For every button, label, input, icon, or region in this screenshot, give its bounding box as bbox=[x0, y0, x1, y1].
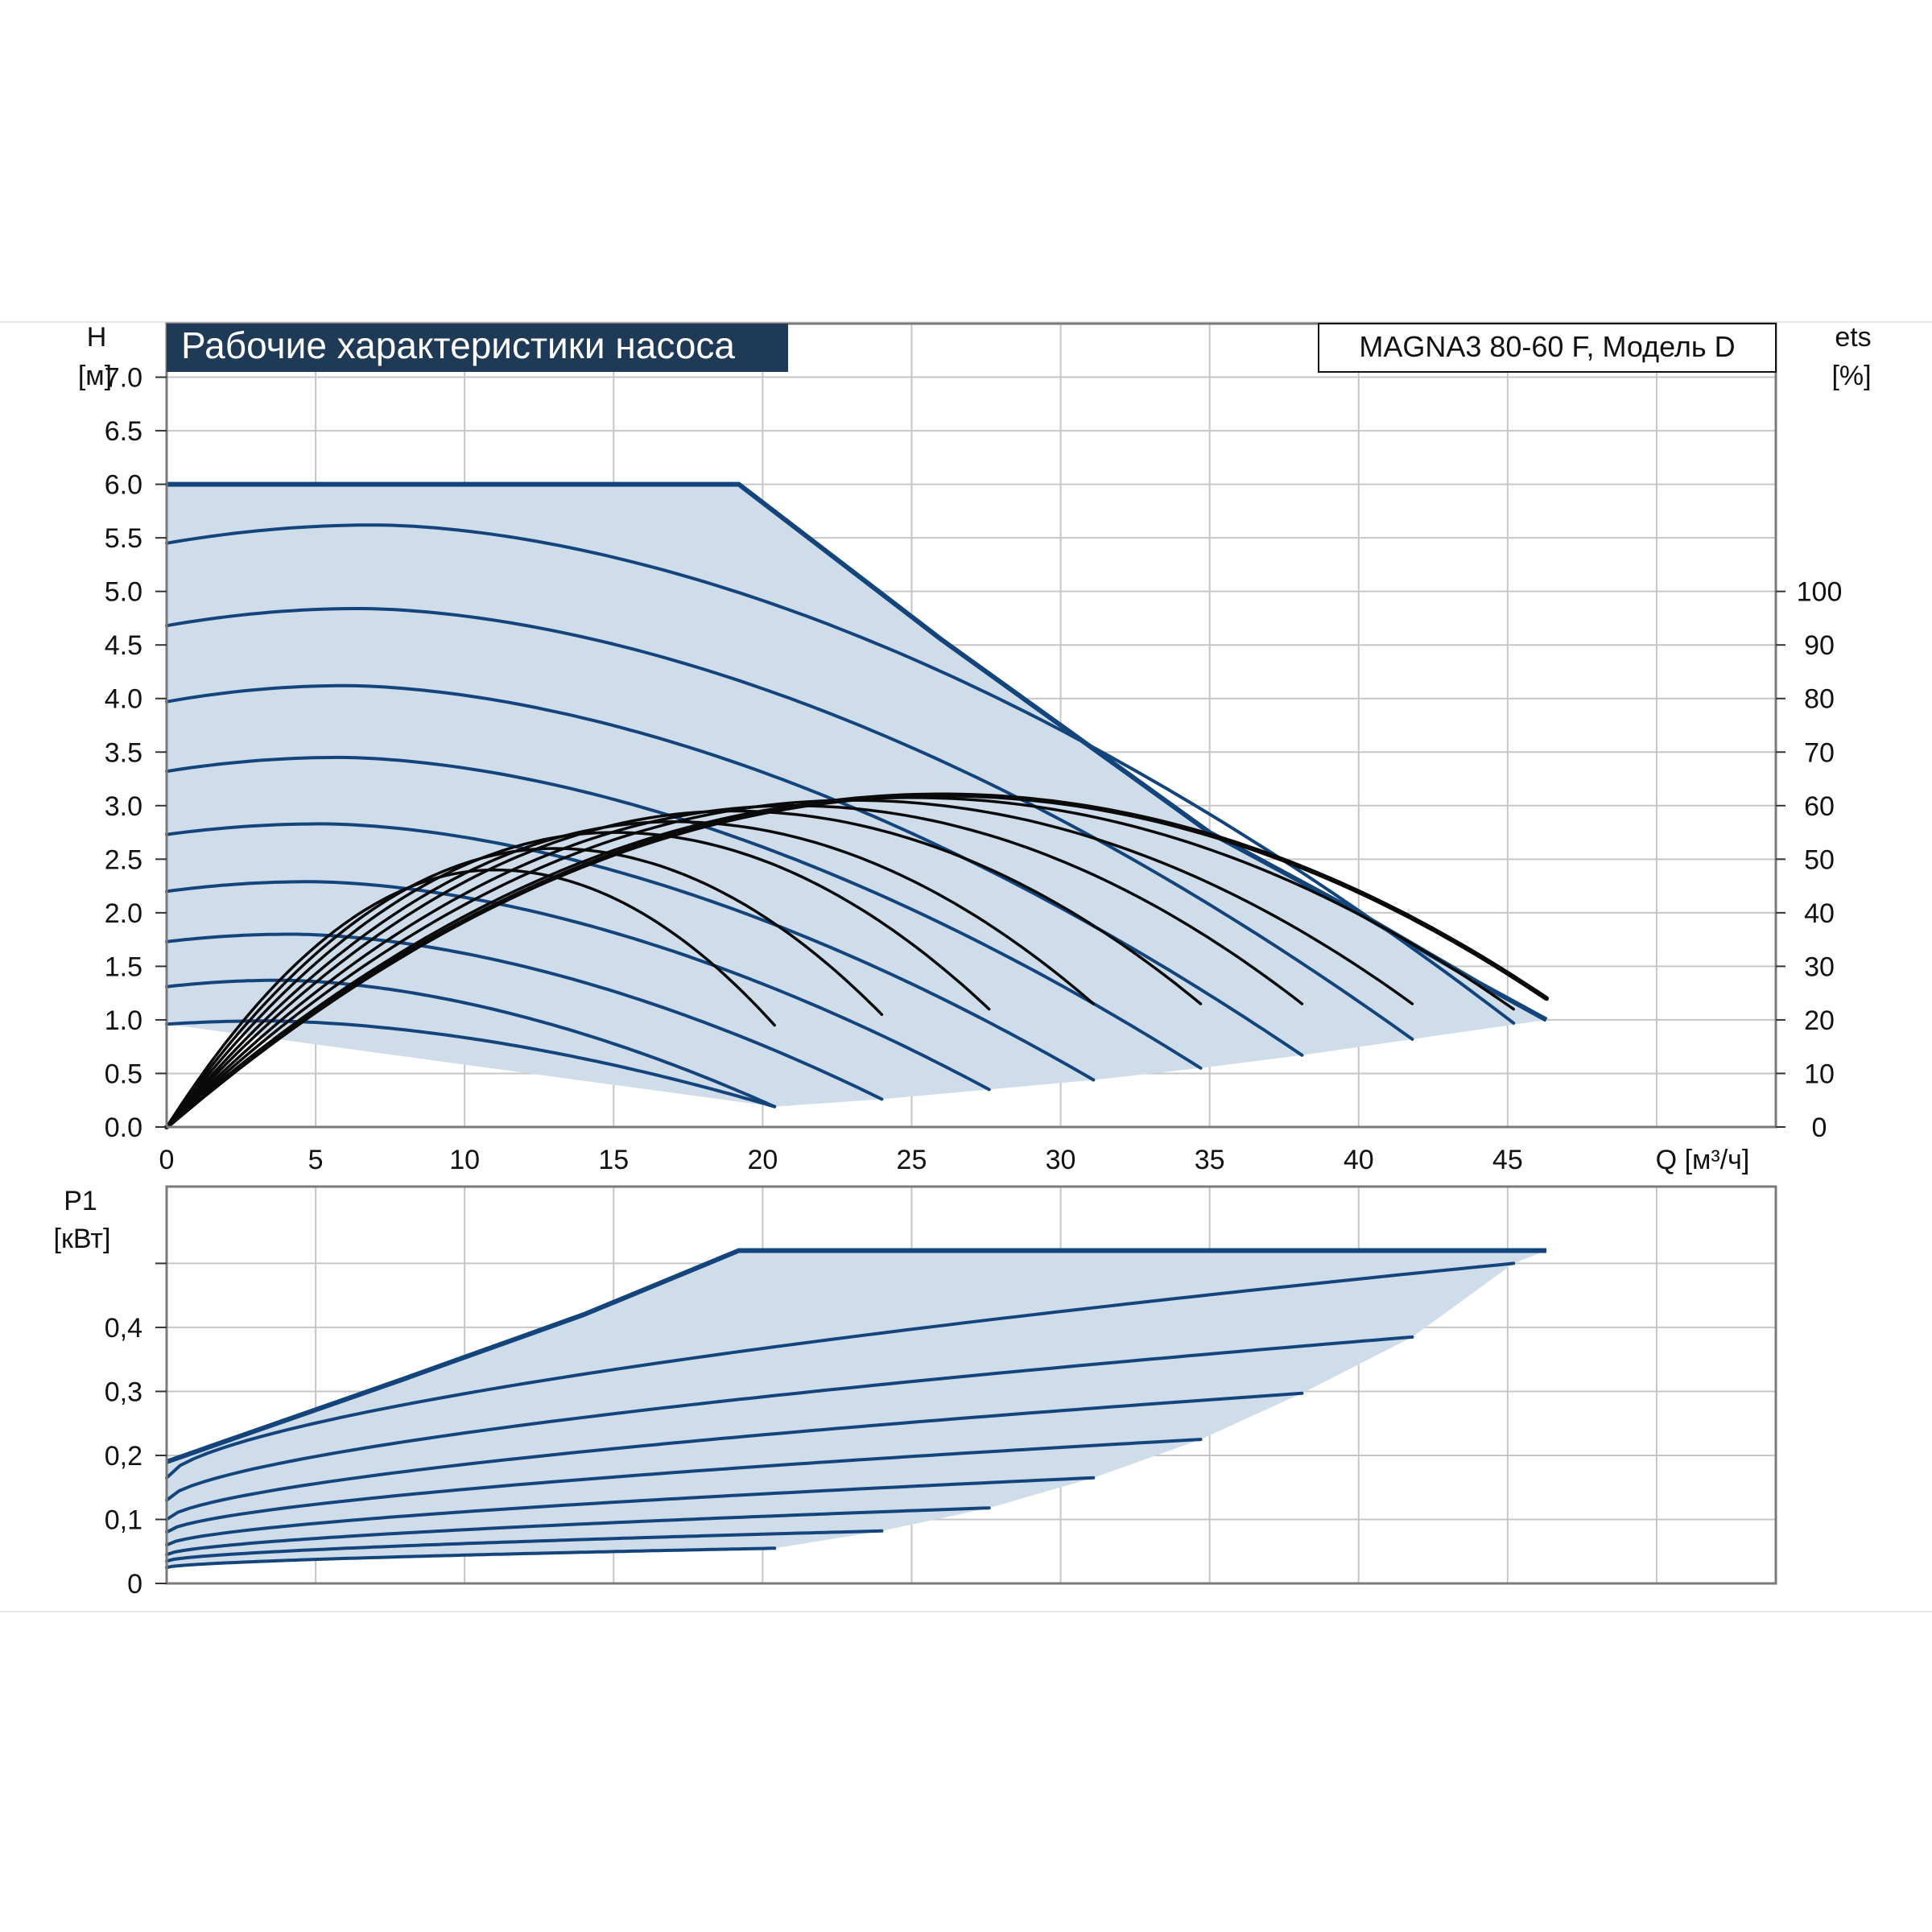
head-curve-2 bbox=[165, 607, 1414, 1041]
x-tick-label: 30 bbox=[1046, 1145, 1076, 1175]
x-tick-label: 45 bbox=[1492, 1145, 1523, 1175]
efficiency-curve-4 bbox=[165, 820, 1096, 1129]
head-curve-7 bbox=[165, 932, 884, 1101]
power-curve-4 bbox=[165, 1438, 1203, 1534]
power-y-tick-label: 0,1 bbox=[105, 1505, 142, 1535]
power-curve-2 bbox=[165, 1335, 1414, 1502]
head-tick-labels: 0 5 10 15 20 25 30 35 40 45 0.0 0.5 1.0 1.5 2.0 2.5 3.0 3… bbox=[105, 363, 1843, 1175]
x-tick-label: 0 bbox=[159, 1145, 175, 1175]
power-operating-area bbox=[167, 1250, 1546, 1568]
y2-tick-label: 70 bbox=[1804, 737, 1835, 768]
model-label-box bbox=[1318, 323, 1777, 373]
y2-axis-label: ets bbox=[1835, 322, 1871, 353]
y2-tick-label: 50 bbox=[1804, 844, 1835, 875]
power-area-fill bbox=[167, 1250, 1546, 1568]
y-tick-label: 3.0 bbox=[105, 791, 142, 822]
power-tick-labels: 0 0,1 0,2 0,3 0,4 bbox=[105, 1262, 167, 1600]
head-curve-9 bbox=[165, 1019, 777, 1108]
x-tick-label: 20 bbox=[747, 1145, 778, 1175]
power-curve-5 bbox=[165, 1476, 1096, 1547]
efficiency-curve-6 bbox=[165, 804, 1304, 1129]
power-y-tick-label: 0,4 bbox=[105, 1313, 142, 1344]
y-tick-label: 3.5 bbox=[105, 737, 142, 768]
y-tick-label: 2.5 bbox=[105, 844, 142, 875]
model-label: MAGNA3 80-60 F, Модель D bbox=[1359, 330, 1735, 363]
operating-area-fill bbox=[167, 484, 1546, 1127]
y2-tick-label: 100 bbox=[1797, 577, 1843, 608]
y2-tick-label: 90 bbox=[1804, 630, 1835, 661]
x-tick-label: 10 bbox=[449, 1145, 480, 1175]
y-tick-label: 5.0 bbox=[105, 577, 142, 608]
y2-tick-label: 30 bbox=[1804, 952, 1835, 982]
y-tick-label: 0.5 bbox=[105, 1059, 142, 1089]
y-tick-label: 7.0 bbox=[105, 363, 142, 394]
power-curve-7 bbox=[165, 1529, 884, 1563]
power-y-tick-label: 0,2 bbox=[105, 1441, 142, 1472]
power-panel: 0 0,1 0,2 0,3 0,4 P1 [кВт] bbox=[54, 1185, 1777, 1600]
y-tick-label: 4.0 bbox=[105, 684, 142, 715]
y-tick-label: 2.0 bbox=[105, 898, 142, 929]
y-tick-label: 6.5 bbox=[105, 416, 142, 447]
y2-tick-label: 40 bbox=[1804, 898, 1835, 929]
x-tick-label: 5 bbox=[308, 1145, 324, 1175]
y-tick-label: 0.0 bbox=[105, 1113, 142, 1143]
power-curve-max bbox=[166, 1248, 1546, 1464]
y2-tick-label: 0 bbox=[1812, 1113, 1827, 1143]
y-tick-label: 6.0 bbox=[105, 470, 142, 501]
x-tick-label: 25 bbox=[897, 1145, 927, 1175]
head-curve-8 bbox=[165, 978, 777, 1108]
power-curves bbox=[165, 1248, 1546, 1570]
x-tick-label: 35 bbox=[1195, 1145, 1225, 1175]
power-y-tick-label: 0,3 bbox=[105, 1377, 142, 1407]
x-tick-label: 15 bbox=[598, 1145, 629, 1175]
x-tick-label: 40 bbox=[1344, 1145, 1374, 1175]
power-curve-6 bbox=[165, 1506, 991, 1557]
chart-title-background bbox=[167, 324, 788, 372]
power-y-tick-label: 0 bbox=[127, 1569, 142, 1600]
power-curve-1 bbox=[165, 1261, 1516, 1480]
power-axis-label: P1 bbox=[64, 1186, 97, 1216]
efficiency-curve-5 bbox=[165, 809, 1203, 1129]
y-tick-label: 4.5 bbox=[105, 630, 142, 661]
y-axis-unit: [м] bbox=[78, 361, 112, 391]
head-curve-5 bbox=[165, 822, 1096, 1082]
efficiency-curve-7 bbox=[165, 799, 1414, 1129]
power-curve-8 bbox=[165, 1546, 777, 1570]
y2-tick-label: 20 bbox=[1804, 1005, 1835, 1036]
y2-tick-label: 10 bbox=[1804, 1059, 1835, 1089]
power-axis-unit: [кВт] bbox=[54, 1224, 111, 1254]
efficiency-curve-2 bbox=[165, 847, 884, 1129]
y2-tick-label: 80 bbox=[1804, 684, 1835, 715]
efficiency-curve-9 bbox=[164, 792, 1549, 1129]
head-curve-6 bbox=[165, 880, 991, 1092]
head-plot-frame bbox=[165, 322, 1777, 1129]
y-tick-label: 1.0 bbox=[105, 1005, 142, 1036]
head-panel: 0 5 10 15 20 25 30 35 40 45 0.0 0.5 1.0 1.5 2.0 2.5 3.0 3… bbox=[78, 322, 1872, 1175]
power-plot-frame bbox=[165, 1185, 1777, 1585]
y-axis-label: H bbox=[87, 322, 107, 353]
x-axis-label: Q [м³/ч] bbox=[1656, 1145, 1750, 1175]
efficiency-curves bbox=[164, 792, 1549, 1129]
y-tick-label: 5.5 bbox=[105, 523, 142, 554]
y2-axis-unit: [%] bbox=[1831, 361, 1871, 391]
power-curve-3 bbox=[165, 1391, 1304, 1521]
y-tick-label: 1.5 bbox=[105, 952, 142, 982]
head-operating-area bbox=[167, 484, 1546, 1127]
chart-title: Рабочие характеристики насоса bbox=[181, 324, 735, 366]
y2-tick-label: 60 bbox=[1804, 791, 1835, 822]
